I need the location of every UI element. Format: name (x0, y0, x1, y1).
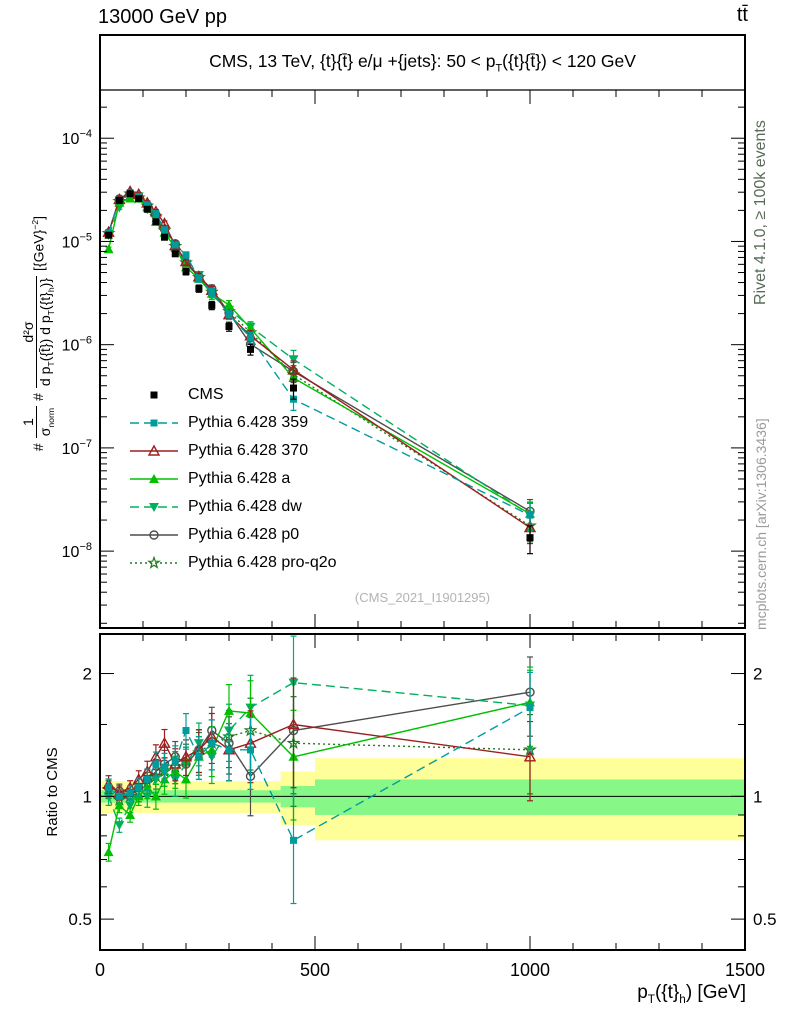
legend-item-pythia-6-428-359: Pythia 6.428 359 (128, 409, 337, 437)
main-panel-series (101, 185, 537, 555)
legend-sample-pythia-6-428-359 (130, 419, 178, 427)
xlabel-post: ) [GeV] (685, 982, 746, 1003)
process-label: tt̄ (736, 4, 748, 26)
ylabel-hash2: # (29, 393, 46, 401)
legend-sample-pythia-6-428-p0 (130, 530, 178, 540)
ratio-uncertainty-bands (100, 758, 745, 841)
legend-label-pythia-6-428-p0: Pythia 6.428 p0 (188, 526, 300, 543)
den2-sub-a: T (45, 361, 56, 367)
svg-text:10−4: 10−4 (62, 128, 92, 148)
series-ratio-pythia-6-428-359 (105, 671, 534, 905)
ylabel-frac2: d²σ d pT({t̄}) d pT({t}h)} (20, 275, 56, 389)
den2-sub-c: h (45, 287, 56, 293)
den2-sub-b: T (45, 310, 56, 316)
analysis-watermark: (CMS_2021_I1901295) (354, 590, 491, 605)
rivet-version-label: Rivet 4.1.0, ≥ 100k events (752, 120, 769, 305)
ylabel-frac1: 1 σnorm (20, 405, 56, 439)
mcplots-citation-label: mcplots.cern.ch [arXiv:1306.3436] (753, 418, 769, 630)
den2-c: ({t} (37, 292, 54, 311)
legend-label-pythia-6-428-359: Pythia 6.428 359 (188, 414, 309, 431)
svg-text:0: 0 (95, 960, 105, 980)
svg-text:10−8: 10−8 (62, 541, 92, 561)
legend-sample-cms (150, 391, 158, 399)
xlabel-pre: p (637, 982, 648, 1003)
legend-item-cms: CMS (128, 381, 337, 409)
x-axis-label: pT({t}h) [GeV] (637, 982, 746, 1006)
legend-item-pythia-6-428-a: Pythia 6.428 a (128, 465, 337, 493)
legend-item-pythia-6-428-p0: Pythia 6.428 p0 (128, 521, 337, 549)
xlabel-mid: ({t} (654, 982, 680, 1003)
main-y-axis-label: # 1 σnorm # d²σ d pT({t̄}) d pT({t}h)} [… (20, 37, 56, 630)
ylabel-frac1-num: 1 (20, 418, 36, 426)
svg-text:1500: 1500 (725, 960, 765, 980)
beam-energy-label: 13000 GeV pp (98, 6, 227, 28)
plot-title-sub: T (495, 62, 503, 75)
den2-d: )} (37, 277, 54, 288)
ylabel-frac1-den: σnorm (36, 405, 56, 439)
svg-text:1000: 1000 (510, 960, 550, 980)
den2-b: ({t̄}) d p (37, 315, 54, 362)
xlabel-sub2: h (679, 992, 686, 1006)
ylabel-frac2-num: d²σ (20, 321, 36, 343)
legend-sample-pythia-6-428-pro-q2o (130, 555, 178, 569)
sigma-subscript: norm (45, 407, 56, 428)
svg-text:10−6: 10−6 (62, 335, 92, 355)
ratio-y-axis-label: Ratio to CMS (44, 747, 61, 837)
svg-text:0.5: 0.5 (68, 910, 92, 929)
ylabel-unit: [{GeV}−2] (30, 216, 47, 271)
legend-label-pythia-6-428-370: Pythia 6.428 370 (188, 442, 309, 459)
ylabel-hash1: # (29, 443, 46, 452)
svg-text:2: 2 (753, 665, 762, 684)
svg-text:1: 1 (83, 787, 92, 806)
den2-a: d p (37, 366, 54, 387)
legend-label-cms: CMS (188, 386, 224, 403)
svg-text:1: 1 (753, 787, 762, 806)
plot-title-post: ({t}{t̄}) < 120 GeV (502, 51, 636, 71)
legend-label-pythia-6-428-a: Pythia 6.428 a (188, 470, 291, 487)
legend: CMS Pythia 6.428 359 Pythia 6.428 370 Pythi… (128, 381, 337, 577)
plot-title-pre: CMS, 13 TeV, {t}{t̄} e/μ +{jets}: 50 < p (209, 51, 496, 71)
legend-sample-pythia-6-428-a (130, 474, 178, 483)
legend-item-pythia-6-428-pro-q2o: Pythia 6.428 pro-q2o (128, 549, 337, 577)
unit-sup: −2 (29, 219, 40, 230)
axes-frame: 0 500 1000 1500 10−4 10−5 10−6 10−7 10−8 0.5 0.5 1 1… (62, 34, 777, 980)
ratio-panel-series (101, 635, 537, 905)
legend-label-pythia-6-428-pro-q2o: Pythia 6.428 pro-q2o (188, 554, 337, 571)
unit-pre: [{GeV} (30, 229, 47, 271)
svg-text:2: 2 (83, 665, 92, 684)
legend-sample-pythia-6-428-dw (130, 503, 178, 512)
legend-label-pythia-6-428-dw: Pythia 6.428 dw (188, 498, 302, 515)
xlabel-sub1: T (647, 992, 655, 1006)
svg-text:500: 500 (300, 960, 330, 980)
svg-text:10−5: 10−5 (62, 231, 92, 251)
svg-text:10−7: 10−7 (62, 438, 92, 458)
ylabel-frac2-den: d pT({t̄}) d pT({t}h)} (36, 275, 56, 389)
series-main-cms (105, 190, 534, 555)
plot-title: CMS, 13 TeV, {t}{t̄} e/μ +{jets}: 50 < p… (100, 51, 745, 75)
unit-post: ] (30, 215, 47, 220)
svg-text:0.5: 0.5 (753, 910, 777, 929)
legend-sample-pythia-6-428-370 (130, 444, 178, 456)
legend-item-pythia-6-428-dw: Pythia 6.428 dw (128, 493, 337, 521)
sigma-symbol: σ (37, 427, 54, 437)
legend-item-pythia-6-428-370: Pythia 6.428 370 (128, 437, 337, 465)
